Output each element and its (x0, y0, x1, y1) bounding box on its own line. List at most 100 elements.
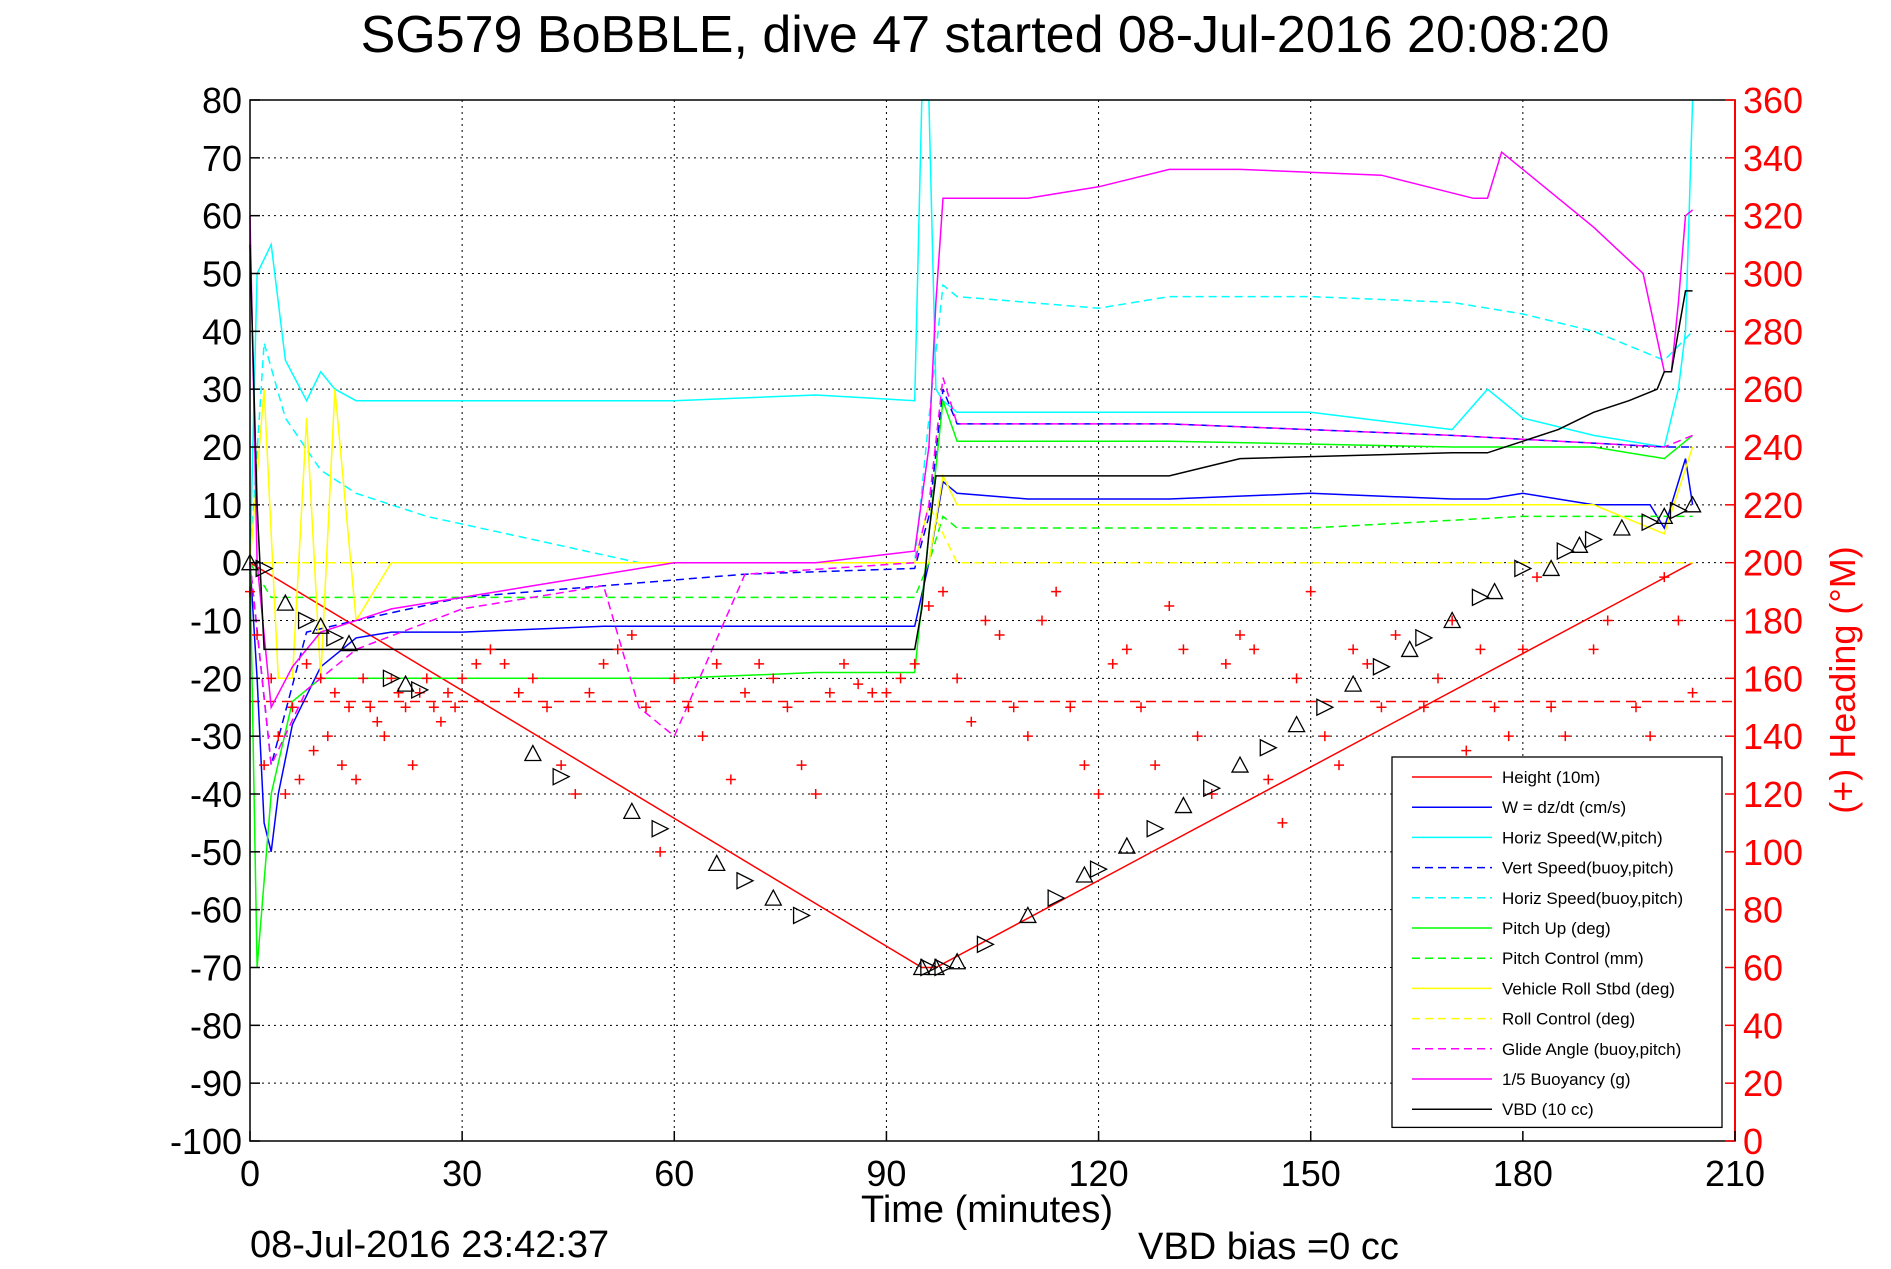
heading-marker (407, 760, 418, 771)
heading-marker (329, 687, 340, 698)
y2-tick-label: 200 (1743, 543, 1803, 584)
depth-marker (651, 819, 670, 838)
heading-marker (1362, 658, 1373, 669)
heading-marker (867, 687, 878, 698)
heading-marker (527, 673, 538, 684)
depth-marker (1514, 559, 1533, 578)
heading-marker (294, 774, 305, 785)
heading-marker (669, 673, 680, 684)
x-tick-label: 150 (1281, 1153, 1341, 1194)
heading-marker (1475, 644, 1486, 655)
heading-marker (1150, 760, 1161, 771)
y-tick-label: 70 (202, 138, 242, 179)
heading-marker (1602, 615, 1613, 626)
y2-tick-label: 240 (1743, 427, 1803, 468)
heading-marker (1107, 658, 1118, 669)
heading-marker (1079, 760, 1090, 771)
heading-marker (853, 679, 864, 690)
depth-marker (297, 611, 317, 630)
heading-marker (626, 629, 637, 640)
heading-marker (1220, 658, 1231, 669)
heading-marker (1037, 615, 1047, 626)
heading-marker (810, 789, 821, 799)
heading-marker (598, 658, 609, 669)
heading-marker (1461, 745, 1472, 756)
depth-marker (622, 801, 641, 819)
heading-marker (1560, 731, 1571, 742)
depth-marker (1316, 698, 1335, 717)
heading-marker (273, 731, 284, 742)
y2-tick-label: 40 (1743, 1005, 1783, 1046)
depth-marker (736, 871, 755, 890)
y-tick-label: 50 (202, 254, 242, 295)
y2-tick-label: 60 (1743, 948, 1783, 989)
heading-marker (584, 687, 595, 698)
heading-marker (1348, 644, 1359, 655)
y-tick-label: 30 (202, 369, 242, 410)
y-tick-label: -90 (190, 1063, 242, 1104)
heading-marker (740, 687, 750, 698)
depth-marker (1641, 513, 1660, 532)
heading-marker (499, 658, 510, 669)
y-tick-label: -60 (190, 890, 242, 931)
depth-marker (1584, 530, 1604, 549)
heading-marker (909, 658, 920, 669)
series-vbd-10-cc (249, 244, 1693, 651)
y2-tick-label: 80 (1743, 890, 1783, 931)
heading-marker (1631, 702, 1641, 713)
heading-marker (1645, 731, 1656, 742)
legend-entry: Horiz Speed(W,pitch) (1502, 828, 1663, 847)
legend-entry: Height (10m) (1502, 768, 1600, 787)
y-tick-label: 60 (202, 196, 242, 237)
depth-marker (1570, 535, 1589, 553)
heading-marker (1008, 702, 1019, 713)
x-tick-label: 30 (442, 1153, 482, 1194)
right-y-axis: 0 20 40 60 80 100 120 140 160 180 200 220 240 260 280 3… (1725, 80, 1803, 1162)
heading-marker (782, 702, 793, 713)
heading-marker (1291, 673, 1302, 684)
heading-marker (1178, 644, 1189, 655)
heading-marker (768, 673, 779, 684)
left-y-axis: -100-90-80-70-60-50-40-30-20-10010203040… (170, 80, 260, 1162)
heading-marker (1546, 702, 1557, 713)
heading-marker (980, 615, 991, 626)
heading-marker (655, 846, 666, 857)
depth-marker (1075, 865, 1094, 883)
heading-marker (1503, 731, 1514, 742)
depth-marker (948, 952, 967, 970)
heading-marker (711, 658, 722, 669)
heading-marker (1418, 702, 1429, 713)
y2-tick-label: 160 (1743, 658, 1803, 699)
depth-marker (1203, 779, 1222, 798)
heading-marker (379, 731, 390, 742)
heading-marker (938, 586, 948, 597)
heading-marker (1376, 702, 1387, 713)
y-tick-label: 40 (202, 311, 242, 352)
heading-marker (1532, 572, 1542, 583)
depth-marker (523, 744, 542, 762)
heading-marker (513, 687, 524, 698)
depth-marker (276, 593, 295, 611)
heading-marker (952, 673, 963, 684)
series-glide-angle-buoy-pitch (249, 377, 1693, 768)
heading-marker (485, 644, 496, 655)
heading-marker (308, 745, 319, 756)
depth-marker (1655, 507, 1674, 525)
heading-marker (428, 702, 439, 713)
depth-marker (1089, 860, 1109, 879)
heading-marker (1390, 629, 1401, 640)
heading-marker (1164, 601, 1175, 612)
depth-marker (1542, 559, 1561, 577)
heading-marker (1235, 629, 1245, 640)
heading-marker (683, 702, 694, 713)
legend-entry: Vert Speed(buoy,pitch) (1502, 859, 1674, 878)
heading-marker (1277, 817, 1288, 828)
depth-marker (255, 559, 274, 578)
heading-marker (1517, 644, 1528, 655)
depth-marker (1372, 657, 1391, 676)
y2-tick-label: 280 (1743, 311, 1803, 352)
heading-marker (1433, 673, 1443, 684)
depth-marker (934, 958, 953, 977)
y-tick-label: -30 (190, 716, 242, 757)
